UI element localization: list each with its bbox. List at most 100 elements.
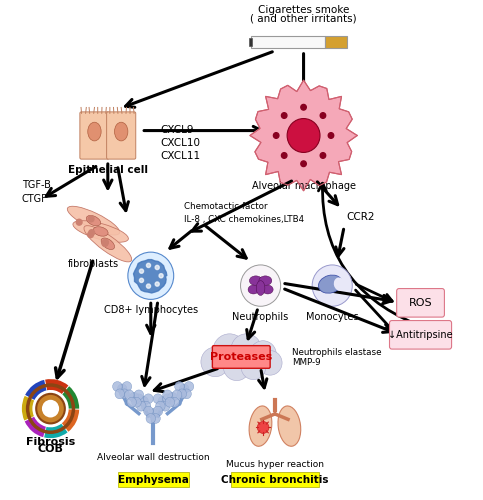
Circle shape — [140, 269, 143, 274]
Circle shape — [140, 278, 143, 282]
Text: Epithelial cell: Epithelial cell — [68, 165, 148, 175]
Circle shape — [163, 394, 172, 404]
Circle shape — [301, 161, 306, 166]
Text: ↓Antitripsine: ↓Antitripsine — [388, 330, 453, 340]
Ellipse shape — [114, 122, 128, 141]
Circle shape — [159, 274, 163, 278]
Polygon shape — [133, 260, 167, 293]
Text: Neutrophils: Neutrophils — [232, 312, 289, 322]
Ellipse shape — [84, 226, 132, 262]
Text: Emphysema: Emphysema — [118, 474, 188, 484]
Circle shape — [89, 230, 95, 235]
Circle shape — [115, 389, 125, 399]
Ellipse shape — [249, 406, 272, 446]
Circle shape — [122, 382, 132, 392]
Circle shape — [42, 400, 59, 417]
Wedge shape — [22, 396, 34, 420]
Circle shape — [175, 382, 184, 392]
Circle shape — [146, 284, 151, 288]
Circle shape — [177, 389, 186, 399]
Ellipse shape — [334, 278, 345, 291]
Ellipse shape — [73, 220, 128, 242]
Circle shape — [113, 382, 122, 392]
Circle shape — [132, 398, 141, 407]
FancyBboxPatch shape — [397, 288, 444, 317]
Text: fibroblasts: fibroblasts — [68, 258, 119, 268]
Circle shape — [287, 118, 320, 152]
Wedge shape — [44, 424, 68, 438]
Circle shape — [137, 402, 146, 411]
Text: ROS: ROS — [409, 298, 432, 308]
Ellipse shape — [88, 122, 101, 141]
Circle shape — [223, 353, 250, 380]
Circle shape — [163, 390, 172, 400]
Circle shape — [184, 382, 194, 392]
Circle shape — [250, 340, 276, 368]
Ellipse shape — [318, 275, 342, 293]
Circle shape — [182, 389, 191, 399]
Circle shape — [153, 406, 163, 416]
Circle shape — [241, 265, 281, 306]
Circle shape — [102, 240, 108, 246]
Bar — [325, 36, 346, 49]
Wedge shape — [25, 380, 46, 400]
Circle shape — [36, 394, 65, 424]
Circle shape — [241, 354, 266, 380]
Text: Cigarettes smoke: Cigarettes smoke — [258, 5, 349, 15]
Circle shape — [158, 396, 168, 406]
Text: CCR2: CCR2 — [346, 212, 375, 222]
Circle shape — [165, 398, 175, 407]
Circle shape — [151, 414, 160, 424]
Circle shape — [273, 132, 279, 138]
FancyBboxPatch shape — [231, 472, 319, 488]
Circle shape — [117, 384, 127, 394]
Ellipse shape — [248, 285, 259, 294]
Circle shape — [172, 390, 182, 400]
Circle shape — [139, 396, 148, 406]
Circle shape — [129, 392, 139, 402]
Wedge shape — [45, 379, 69, 394]
Circle shape — [148, 408, 158, 418]
Ellipse shape — [262, 285, 273, 294]
Circle shape — [201, 347, 229, 376]
Circle shape — [160, 402, 170, 411]
Circle shape — [231, 334, 262, 366]
Circle shape — [88, 232, 93, 237]
Circle shape — [88, 216, 94, 222]
Circle shape — [127, 398, 137, 407]
Circle shape — [282, 152, 287, 158]
Ellipse shape — [259, 276, 272, 285]
Ellipse shape — [278, 406, 301, 446]
FancyBboxPatch shape — [107, 112, 136, 159]
Text: Alveolar wall destruction: Alveolar wall destruction — [97, 453, 210, 462]
Bar — [249, 38, 253, 46]
Ellipse shape — [86, 216, 100, 226]
Circle shape — [156, 402, 165, 411]
Circle shape — [134, 390, 143, 400]
Circle shape — [128, 252, 174, 300]
Text: Mucus hyper reaction: Mucus hyper reaction — [226, 460, 324, 469]
Circle shape — [320, 112, 326, 118]
Circle shape — [76, 219, 82, 225]
FancyBboxPatch shape — [118, 472, 188, 488]
Circle shape — [120, 389, 129, 399]
Circle shape — [179, 384, 189, 394]
Bar — [251, 36, 325, 49]
Circle shape — [312, 265, 352, 306]
Text: Chemotactic factor: Chemotactic factor — [184, 202, 268, 211]
Text: Fibrosis: Fibrosis — [26, 437, 75, 447]
Text: Proteases: Proteases — [211, 352, 272, 362]
Circle shape — [143, 394, 153, 404]
Circle shape — [282, 112, 287, 118]
Ellipse shape — [93, 226, 108, 236]
Text: IL-8 , CXC chemokines,LTB4: IL-8 , CXC chemokines,LTB4 — [184, 214, 304, 224]
Text: TGF-B
CTGF: TGF-B CTGF — [22, 180, 51, 204]
Circle shape — [141, 402, 151, 411]
Circle shape — [328, 132, 334, 138]
Circle shape — [146, 414, 156, 424]
Circle shape — [301, 104, 306, 110]
Circle shape — [125, 390, 134, 400]
Text: MMP-9: MMP-9 — [292, 358, 320, 368]
FancyBboxPatch shape — [80, 112, 109, 159]
Polygon shape — [250, 80, 357, 191]
